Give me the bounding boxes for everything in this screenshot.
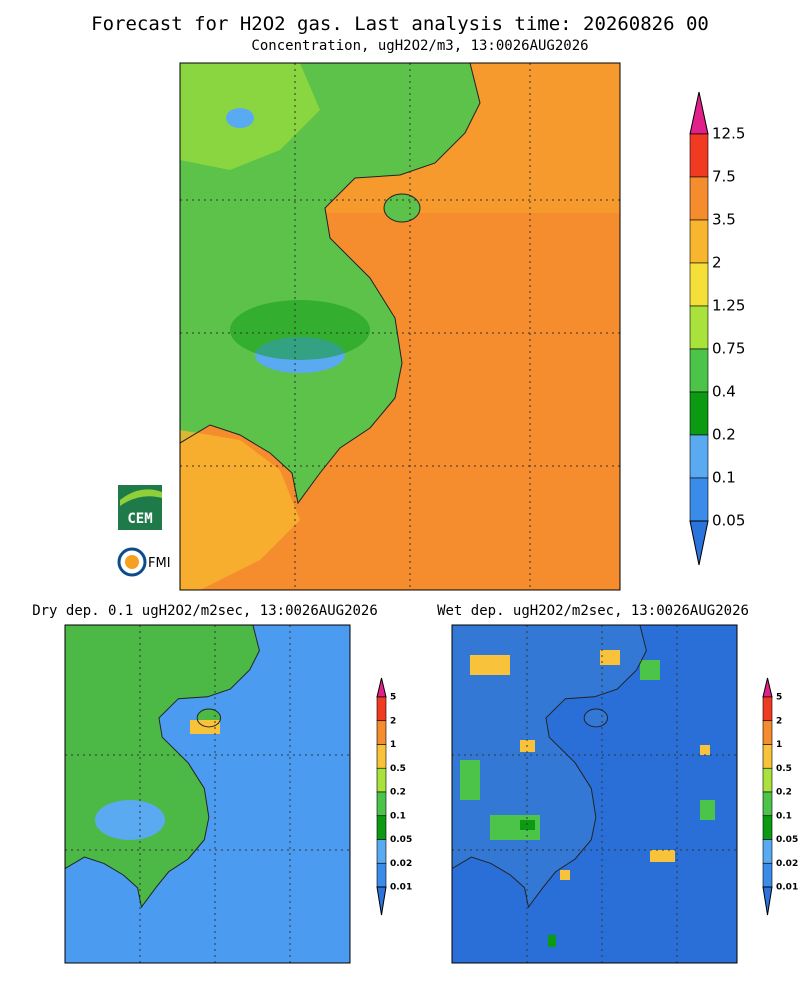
colorbar-box [762, 720, 773, 745]
colorbar-label: 1 [776, 740, 782, 750]
colorbar-box [689, 305, 709, 350]
colorbar-box [376, 767, 387, 793]
colorbar-label: 7.5 [712, 168, 736, 186]
colorbar-label: 0.05 [712, 512, 745, 530]
fmi-text: FMI [148, 556, 171, 571]
colorbar-label: 0.1 [776, 811, 792, 821]
colorbar-label: 0.05 [776, 835, 798, 845]
colorbar-box [376, 791, 387, 817]
colorbar-box [762, 791, 773, 817]
colorbar-box [762, 862, 773, 888]
colorbar-label: 0.2 [712, 426, 736, 444]
colorbar-box [689, 434, 709, 479]
colorbar-label: 0.02 [390, 859, 412, 869]
colorbar-box [762, 696, 773, 722]
colorbar-label: 0.2 [776, 788, 792, 798]
wet-map [452, 625, 737, 963]
colorbar-box [689, 176, 709, 221]
colorbar-box [689, 133, 709, 178]
colorbar-label: 2 [712, 254, 722, 272]
colorbar-label: 0.5 [776, 764, 792, 774]
main-map [180, 63, 620, 590]
colorbar-arrow-bottom [762, 886, 773, 916]
colorbar-label: 5 [776, 693, 782, 703]
colorbar-arrow-bottom [689, 520, 709, 566]
colorbar-box [376, 696, 387, 722]
colorbar-box [762, 815, 773, 840]
colorbar-box [762, 744, 773, 769]
colorbar-arrow-top [376, 677, 387, 698]
colorbar-label: 0.05 [390, 835, 412, 845]
colorbar-box [376, 839, 387, 864]
colorbar-label: 0.75 [712, 340, 745, 358]
cem-text: CEM [127, 511, 152, 527]
colorbar-box [689, 477, 709, 522]
colorbar-arrow-bottom [376, 886, 387, 916]
wet-title: Wet dep. ugH2O2/m2sec, 13:0026AUG2026 [437, 603, 749, 619]
colorbar-label: 1 [390, 740, 396, 750]
colorbar-box [376, 720, 387, 745]
colorbar-box [762, 839, 773, 864]
colorbar-label: 0.1 [390, 811, 406, 821]
colorbar-label: 0.02 [776, 859, 798, 869]
colorbar-label: 0.01 [390, 883, 412, 893]
colorbar-label: 0.01 [776, 883, 798, 893]
colorbar-box [376, 815, 387, 840]
title: Forecast for H2O2 gas. Last analysis tim… [91, 13, 709, 35]
colorbar-label: 12.5 [712, 125, 745, 143]
colorbar-box [376, 862, 387, 888]
colorbar-box [376, 744, 387, 769]
colorbar-arrow-top [762, 677, 773, 698]
dry-title: Dry dep. 0.1 ugH2O2/m2sec, 13:0026AUG202… [32, 603, 378, 619]
subtitle: Concentration, ugH2O2/m3, 13:0026AUG2026 [251, 38, 588, 54]
colorbar-label: 2 [776, 716, 782, 726]
colorbar-label: 2 [390, 716, 396, 726]
colorbar-label: 0.5 [390, 764, 406, 774]
colorbar-box [689, 348, 709, 393]
dry-map [65, 625, 350, 963]
colorbar-label: 0.2 [390, 788, 406, 798]
colorbar-label: 0.1 [712, 469, 736, 487]
colorbar-box [689, 219, 709, 264]
colorbar-label: 0.4 [712, 383, 736, 401]
colorbar-box [689, 262, 709, 307]
fmi-logo: FMI [117, 547, 171, 577]
colorbar-box [762, 767, 773, 793]
colorbar-label: 5 [390, 693, 396, 703]
colorbar-label: 3.5 [712, 211, 736, 229]
cem-logo: CEM [118, 485, 162, 530]
colorbar-box [689, 391, 709, 436]
colorbar-arrow-top [689, 91, 709, 135]
colorbar-label: 1.25 [712, 297, 745, 315]
